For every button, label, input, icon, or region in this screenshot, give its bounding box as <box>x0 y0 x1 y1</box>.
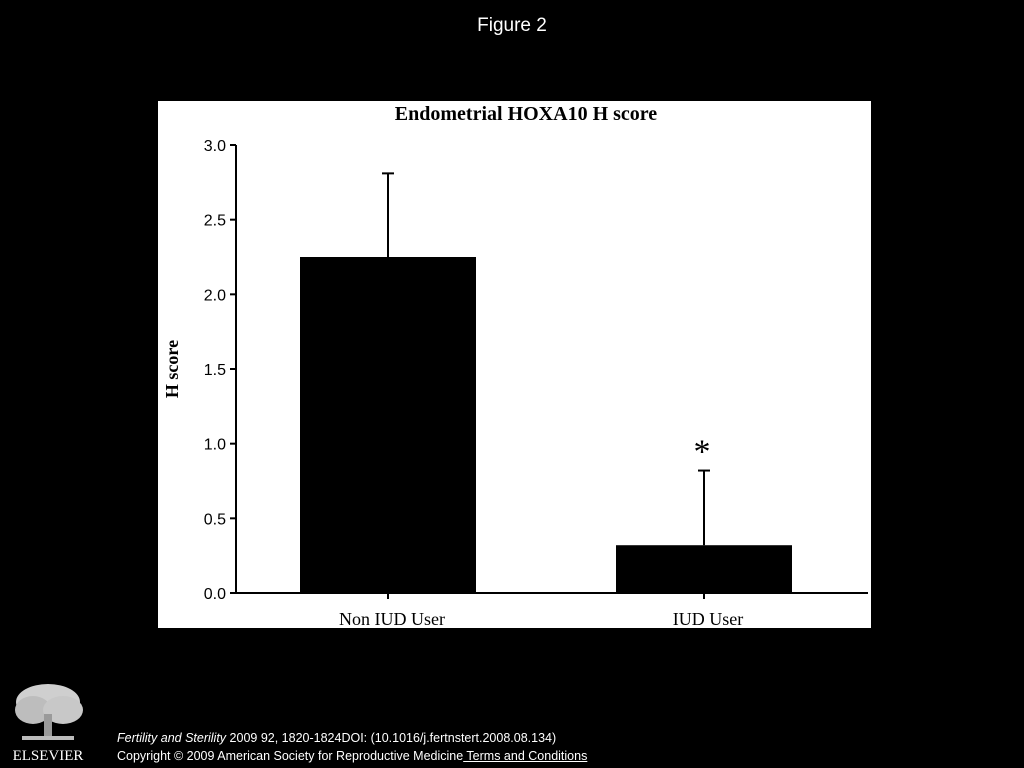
y-tick-label: 1.0 <box>204 437 226 454</box>
y-axis-label: H score <box>162 340 182 398</box>
significance-marker: * <box>694 434 711 471</box>
bar-chart: Endometrial HOXA10 H score H score 0.00.… <box>162 103 868 628</box>
copyright-text: Copyright © 2009 American Society for Re… <box>117 749 464 763</box>
y-tick-label: 1.5 <box>204 362 226 379</box>
journal-name: Fertility and Sterility <box>117 731 227 745</box>
bar <box>616 545 792 593</box>
x-tick-label: IUD User <box>673 609 743 628</box>
y-tick-label: 2.0 <box>204 287 226 304</box>
y-tick-label: 0.5 <box>204 511 226 528</box>
y-tick-label: 2.5 <box>204 213 226 230</box>
bar <box>300 257 476 593</box>
terms-and-conditions-link[interactable]: Terms and Conditions <box>463 749 588 763</box>
slide-title: Figure 2 <box>477 15 547 36</box>
x-tick-label: Non IUD User <box>339 609 445 628</box>
elsevier-wordmark: ELSEVIER <box>12 748 84 764</box>
citation: Fertility and Sterility 2009 92, 1820-18… <box>117 731 556 745</box>
y-axis-ticks: 0.0 0.5 1.0 1.5 2.0 2.5 3.0 <box>204 138 236 603</box>
chart-panel: Endometrial HOXA10 H score H score 0.0 0.… <box>158 101 871 628</box>
y-tick-label: 3.0 <box>204 138 226 155</box>
x-axis-ticks: Non IUD User IUD User <box>339 593 743 628</box>
bar-series: * <box>300 172 792 593</box>
elsevier-logo <box>15 684 83 740</box>
citation-details: 2009 92, 1820-1824DOI: (10.1016/j.fertns… <box>226 731 557 745</box>
chart-title: Endometrial HOXA10 H score <box>395 103 658 125</box>
y-tick-label: 0.0 <box>204 586 226 603</box>
copyright-line: Copyright © 2009 American Society for Re… <box>117 749 587 763</box>
